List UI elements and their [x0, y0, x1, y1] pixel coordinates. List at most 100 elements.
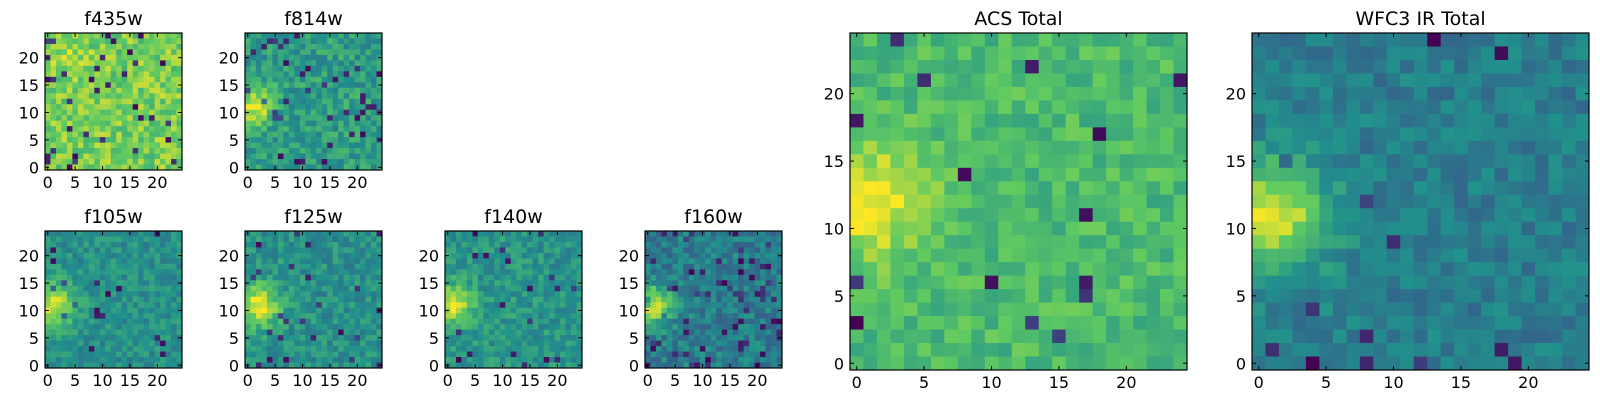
- heatmap-cell: [354, 131, 361, 138]
- heatmap-cell: [160, 115, 166, 122]
- heatmap-cell: [903, 289, 918, 303]
- heatmap-cell: [138, 307, 145, 314]
- heatmap-cell: [760, 357, 766, 363]
- heatmap-cell: [332, 324, 339, 331]
- heatmap-cell: [505, 280, 512, 287]
- heatmap-cell: [1413, 194, 1428, 209]
- heatmap-cell: [277, 313, 284, 320]
- heatmap-cell: [116, 274, 123, 281]
- heatmap-cell: [666, 313, 673, 320]
- heatmap-cell: [121, 54, 128, 61]
- heatmap-cell: [538, 335, 545, 341]
- heatmap-cell: [365, 231, 372, 237]
- heatmap-cell: [255, 258, 262, 265]
- heatmap-cell: [283, 346, 290, 352]
- heatmap-cell: [245, 131, 251, 138]
- heatmap-cell: [850, 154, 864, 169]
- heatmap-cell: [1065, 275, 1080, 290]
- heatmap-cell: [1052, 86, 1067, 101]
- heatmap-cell: [477, 296, 484, 303]
- heatmap-cell: [116, 43, 123, 50]
- heatmap-cell: [488, 258, 495, 265]
- heatmap-cell: [376, 291, 383, 298]
- heatmap-cell: [154, 241, 161, 248]
- heatmap-cell: [261, 362, 268, 369]
- heatmap-cell: [88, 49, 95, 56]
- heatmap-cell: [666, 329, 673, 336]
- heatmap-cell: [565, 362, 572, 369]
- heatmap-cell: [316, 318, 323, 325]
- heatmap-cell: [984, 100, 999, 115]
- heatmap-cell: [477, 313, 484, 320]
- heatmap-cell: [250, 164, 257, 171]
- heatmap-cell: [510, 307, 517, 314]
- heatmap-cell: [266, 357, 273, 363]
- heatmap-cell: [154, 38, 161, 45]
- heatmap-cell: [1373, 113, 1388, 128]
- heatmap-cell: [683, 280, 690, 287]
- heatmap-cell: [532, 269, 539, 276]
- heatmap-cell: [66, 49, 73, 56]
- heatmap-cell: [1278, 33, 1293, 47]
- heatmap-cell: [645, 329, 651, 336]
- heatmap-cell: [998, 248, 1013, 263]
- heatmap-cell: [176, 346, 183, 352]
- heatmap-cell: [650, 263, 657, 270]
- heatmap-cell: [1548, 208, 1563, 223]
- heatmap-cell: [171, 346, 177, 352]
- heatmap-cell: [283, 115, 290, 122]
- heatmap-cell: [710, 241, 717, 248]
- heatmap-cell: [321, 71, 328, 78]
- heatmap-cell: [261, 307, 268, 314]
- heatmap-cell: [121, 329, 128, 336]
- heatmap-cell: [66, 115, 73, 122]
- heatmap-cell: [61, 109, 68, 116]
- heatmap-cell: [332, 153, 339, 160]
- heatmap-cell: [116, 82, 123, 89]
- heatmap-cell: [732, 313, 739, 320]
- heatmap-cell: [716, 351, 723, 358]
- heatmap-cell: [549, 231, 555, 237]
- heatmap-cell: [1548, 59, 1563, 74]
- heatmap-cell: [1508, 127, 1522, 142]
- heatmap-cell: [77, 263, 84, 270]
- heatmap-cell: [332, 148, 339, 154]
- heatmap-cell: [903, 302, 918, 317]
- heatmap-cell: [694, 302, 701, 309]
- heatmap-cell: [110, 148, 117, 154]
- heatmap-cell: [250, 335, 257, 341]
- heatmap-cell: [749, 324, 755, 331]
- heatmap-cell: [1521, 33, 1536, 47]
- heatmap-cell: [321, 258, 328, 265]
- heatmap-cell: [450, 307, 457, 314]
- heatmap-cell: [365, 148, 372, 154]
- heatmap-cell: [143, 60, 150, 67]
- heatmap-cell: [83, 82, 90, 89]
- heatmap-cell: [149, 324, 155, 331]
- heatmap-cell: [565, 318, 572, 325]
- heatmap-cell: [277, 296, 284, 303]
- heatmap-cell: [450, 231, 457, 237]
- heatmap-cell: [749, 335, 755, 341]
- heatmap-cell: [294, 60, 301, 67]
- x-tick-label: 5: [270, 173, 280, 192]
- heatmap-cell: [50, 115, 57, 122]
- heatmap-cell: [261, 324, 268, 331]
- heatmap-cell: [99, 357, 106, 363]
- heatmap-cell: [171, 274, 177, 281]
- heatmap-cell: [83, 346, 90, 352]
- heatmap-cell: [160, 137, 166, 143]
- heatmap-cell: [354, 87, 361, 94]
- heatmap-cell: [72, 109, 79, 116]
- heatmap-cell: [461, 269, 468, 276]
- heatmap-cell: [138, 357, 145, 363]
- heatmap-cell: [110, 131, 117, 138]
- heatmap-cell: [1346, 140, 1361, 155]
- heatmap-cell: [510, 263, 517, 270]
- heatmap-cell: [677, 302, 684, 309]
- heatmap-cell: [327, 241, 334, 248]
- heatmap-cell: [110, 109, 117, 116]
- heatmap-cell: [121, 252, 128, 259]
- heatmap-cell: [765, 285, 772, 292]
- heatmap-cell: [305, 313, 312, 320]
